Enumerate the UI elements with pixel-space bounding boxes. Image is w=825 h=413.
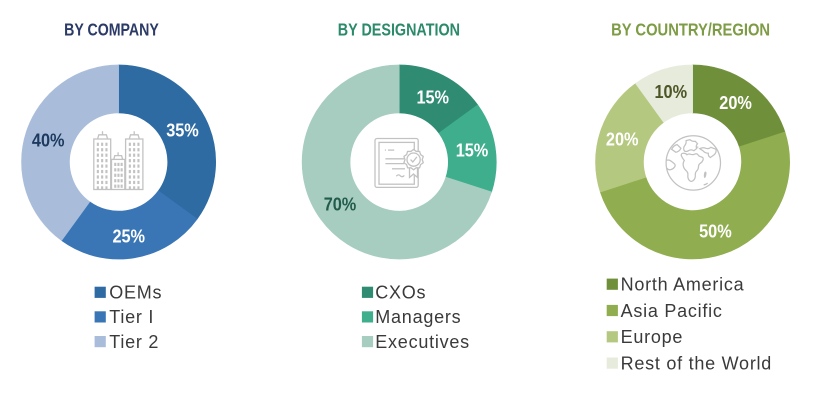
svg-text:Asia Pacific: Asia Pacific bbox=[621, 301, 723, 321]
svg-text:Managers: Managers bbox=[375, 307, 461, 327]
svg-text:Executives: Executives bbox=[375, 332, 470, 352]
svg-text:15%: 15% bbox=[456, 139, 489, 160]
svg-text:CXOs: CXOs bbox=[375, 283, 426, 303]
svg-text:10%: 10% bbox=[655, 81, 688, 102]
svg-text:20%: 20% bbox=[719, 92, 752, 113]
svg-text:BY COMPANY: BY COMPANY bbox=[64, 19, 159, 39]
svg-text:35%: 35% bbox=[166, 119, 199, 140]
svg-text:15%: 15% bbox=[416, 87, 449, 108]
svg-text:North America: North America bbox=[621, 275, 745, 295]
svg-text:Europe: Europe bbox=[621, 327, 684, 347]
svg-text:Tier 2: Tier 2 bbox=[109, 332, 159, 352]
svg-text:BY COUNTRY/REGION: BY COUNTRY/REGION bbox=[611, 19, 770, 39]
svg-text:Rest of the World: Rest of the World bbox=[621, 353, 772, 373]
svg-text:BY DESIGNATION: BY DESIGNATION bbox=[338, 19, 460, 39]
svg-text:20%: 20% bbox=[606, 128, 639, 149]
svg-text:40%: 40% bbox=[32, 129, 65, 150]
svg-text:Tier I: Tier I bbox=[109, 307, 154, 327]
svg-text:OEMs: OEMs bbox=[109, 283, 162, 303]
svg-text:25%: 25% bbox=[112, 225, 145, 246]
svg-text:70%: 70% bbox=[324, 193, 357, 214]
svg-text:50%: 50% bbox=[699, 220, 732, 241]
